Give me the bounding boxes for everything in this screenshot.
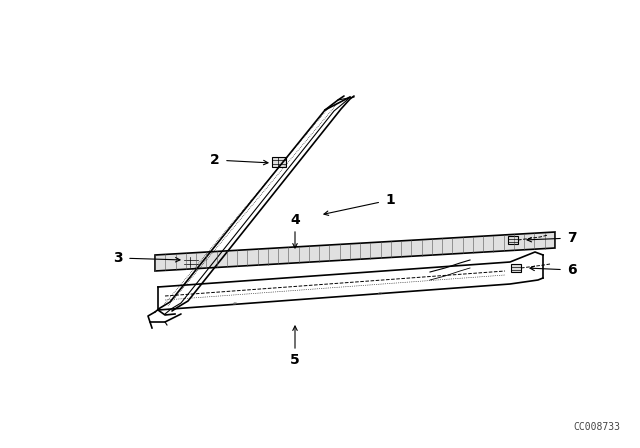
Text: e: e: [233, 301, 237, 306]
FancyBboxPatch shape: [511, 264, 521, 272]
FancyBboxPatch shape: [272, 157, 286, 167]
Text: 2: 2: [210, 153, 220, 167]
Text: CC008733: CC008733: [573, 422, 620, 432]
Text: 6: 6: [567, 263, 577, 277]
Text: e: e: [378, 290, 382, 296]
Text: 3: 3: [113, 251, 123, 265]
Text: 5: 5: [290, 353, 300, 367]
Polygon shape: [155, 232, 555, 271]
Text: 7: 7: [567, 231, 577, 245]
FancyBboxPatch shape: [508, 236, 518, 244]
Text: 1: 1: [385, 193, 395, 207]
FancyBboxPatch shape: [184, 257, 198, 267]
Text: 4: 4: [290, 213, 300, 227]
